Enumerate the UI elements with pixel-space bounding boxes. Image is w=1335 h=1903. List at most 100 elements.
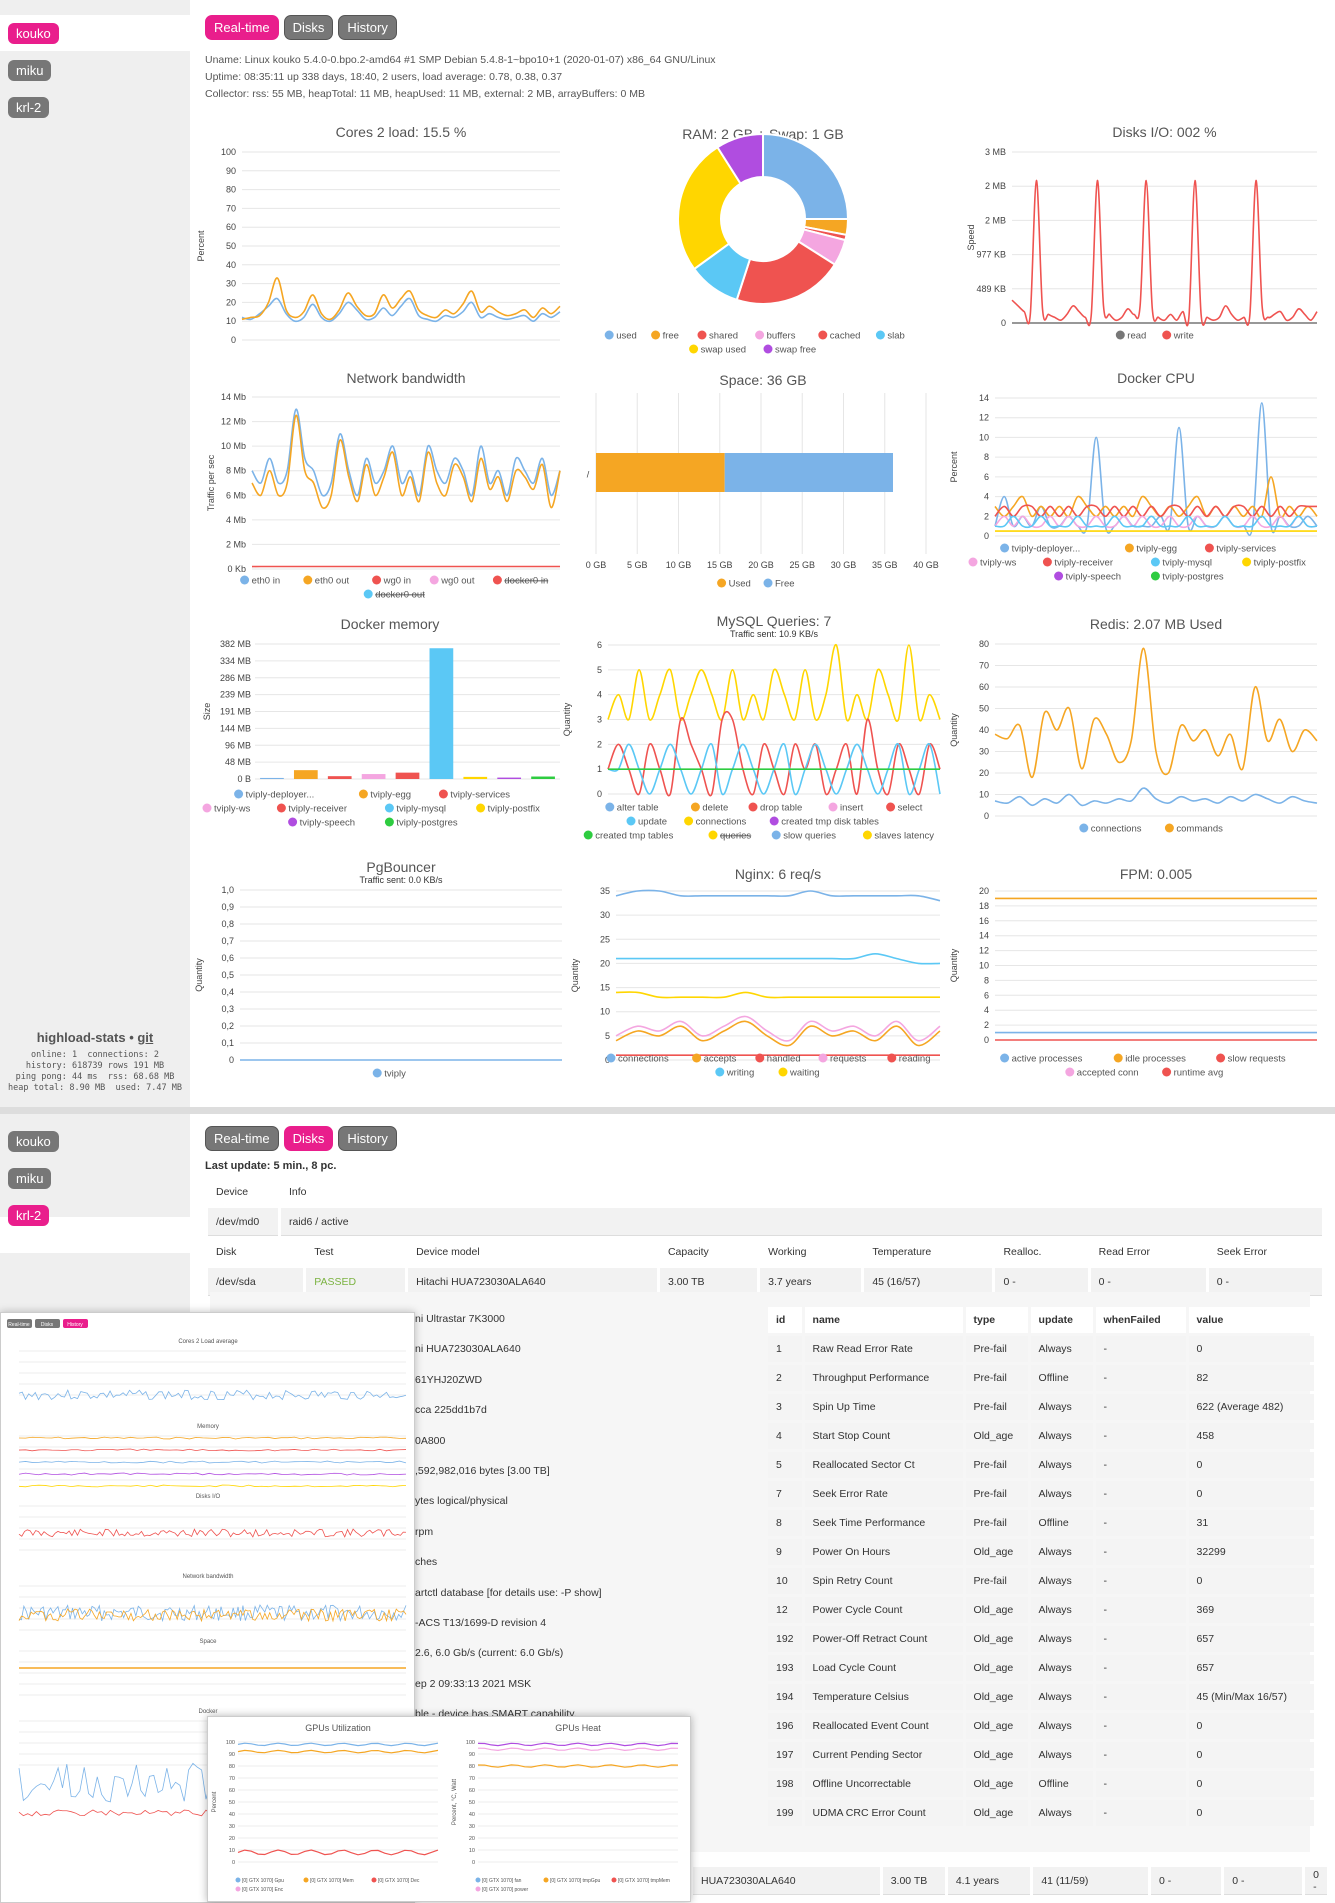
smart-row[interactable]: 192 Power-Off Retract Count Old_age Always -…	[768, 1626, 1314, 1652]
smart-cell-id: 4	[768, 1423, 802, 1449]
smart-cell-type: Old_age	[965, 1597, 1028, 1623]
space-xtick: 15 GB	[707, 560, 733, 570]
space-legend-swatch	[763, 578, 773, 588]
dockermem-legend-swatch	[288, 817, 298, 827]
redis-ytick: 10	[979, 790, 989, 800]
redis-legend-label: commands	[1176, 824, 1223, 835]
smart-cell-value: 0	[1188, 1800, 1314, 1826]
smart-cell-type: Pre-fail	[965, 1394, 1028, 1420]
nginx-legend-label: waiting	[789, 1068, 820, 1079]
ram-legend-swatch	[763, 344, 773, 354]
smart-cell-whenFailed: -	[1095, 1684, 1186, 1710]
cores-series-core0	[241, 297, 561, 323]
host-kouko-2[interactable]: kouko	[8, 1131, 59, 1152]
net-ytick: 12 Mb	[221, 417, 246, 427]
tab-disks[interactable]: Disks	[283, 15, 334, 40]
smart-cell-update: Always	[1030, 1800, 1093, 1826]
dockermem-ytick: 382 MB	[220, 639, 251, 649]
cores-ytick: 40	[226, 260, 236, 270]
tab-realtime[interactable]: Real-time	[205, 15, 279, 40]
gpu-legend-label: [0] GTX 1070] fan	[482, 1878, 522, 1884]
smart-row[interactable]: 2 Throughput Performance Pre-fail Offline -8…	[768, 1365, 1314, 1391]
smart-row[interactable]: 1 Raw Read Error Rate Pre-fail Always -0	[768, 1336, 1314, 1362]
smart-cell-update: Always	[1030, 1713, 1093, 1739]
smart-row[interactable]: 199 UDMA CRC Error Count Old_age Always -0	[768, 1800, 1314, 1826]
smart-row[interactable]: 10 Spin Retry Count Pre-fail Always -0	[768, 1568, 1314, 1594]
host-krl-2-2[interactable]: krl-2	[8, 1205, 50, 1226]
server-stats: online: 1 connections: 2 history: 618739…	[8, 1050, 182, 1093]
raid-header-device: Device	[216, 1186, 249, 1198]
fpm-legend-label: slow requests	[1228, 1054, 1286, 1065]
smart-row[interactable]: 3 Spin Up Time Pre-fail Always -622 (Average…	[768, 1394, 1314, 1420]
chart-network: Network bandwidth 14 Mb 12 Mb 10 Mb 8 Mb 6 Mb…	[200, 370, 570, 606]
disk-row[interactable]: /dev/sda PASSED Hitachi HUA723030ALA640 …	[208, 1268, 1322, 1296]
pgb-ytick: 0,9	[221, 902, 234, 912]
net-legend-swatch	[492, 575, 502, 585]
tab-realtime-2[interactable]: Real-time	[205, 1126, 279, 1151]
disk-table: Disk Test Device model Capacity Working …	[205, 1236, 1325, 1299]
smart-row[interactable]: 5 Reallocated Sector Ct Pre-fail Always -0	[768, 1452, 1314, 1478]
disk-info-fragment: ep 2 09:33:13 2021 MSK	[415, 1677, 532, 1690]
host-kouko[interactable]: kouko	[8, 23, 59, 44]
smart-row[interactable]: 194 Temperature Celsius Old_age Always -45 (…	[768, 1684, 1314, 1710]
host-krl-2[interactable]: krl-2	[8, 97, 50, 118]
smart-row[interactable]: 8 Seek Time Performance Pre-fail Offline -31	[768, 1510, 1314, 1536]
pgb-ylabel: Quantity	[194, 958, 204, 992]
system-info: Uname: Linux kouko 5.4.0-0.bpo.2-amd64 #…	[205, 52, 716, 103]
smart-row[interactable]: 7 Seek Error Rate Pre-fail Always -0	[768, 1481, 1314, 1507]
smart-cell-value: 657	[1188, 1626, 1314, 1652]
smart-row[interactable]: 9 Power On Hours Old_age Always -32299	[768, 1539, 1314, 1565]
tab-disks-2[interactable]: Disks	[283, 1126, 334, 1151]
space-title: Space: 36 GB	[719, 372, 806, 388]
dockermem-ytick: 334 MB	[220, 656, 251, 666]
cores-ytick: 20	[226, 297, 236, 307]
tab-history[interactable]: History	[338, 15, 397, 40]
nginx-legend-swatch	[887, 1053, 897, 1063]
disk2-temperature: 41 (11/59)	[1033, 1867, 1149, 1895]
mysql-legend-swatch	[708, 830, 718, 840]
smart-row[interactable]: 198 Offline Uncorrectable Old_age Offline -0	[768, 1771, 1314, 1797]
nginx-legend-swatch	[715, 1067, 725, 1077]
smart-cell-id: 198	[768, 1771, 802, 1797]
smart-cell-whenFailed: -	[1095, 1394, 1186, 1420]
smart-cell-value: 32299	[1188, 1539, 1314, 1565]
host-miku[interactable]: miku	[8, 60, 52, 81]
cores-title: Cores 2 load: 15.5 %	[336, 124, 467, 140]
disksio-legend-swatch	[1162, 330, 1172, 340]
pgb-ytick: 0,7	[221, 936, 234, 946]
smart-row[interactable]: 197 Current Pending Sector Old_age Always -0	[768, 1742, 1314, 1768]
dockermem-bar	[260, 777, 284, 779]
smart-cell-name: Spin Up Time	[804, 1394, 963, 1420]
smart-cell-update: Offline	[1030, 1510, 1093, 1536]
tab-history-2[interactable]: History	[338, 1126, 397, 1151]
smart-row[interactable]: 196 Reallocated Event Count Old_age Always -…	[768, 1713, 1314, 1739]
net-series-eth0-in	[251, 408, 561, 497]
disksio-ytick: 2 MB	[985, 181, 1006, 191]
cores-ytick: 60	[226, 222, 236, 232]
git-link[interactable]: git	[137, 1030, 154, 1045]
dockermem-ytick: 144 MB	[220, 723, 251, 733]
gpu-title: GPUs Heat	[555, 1723, 601, 1733]
space-xtick: 20 GB	[748, 560, 774, 570]
brand-separator: •	[125, 1030, 138, 1045]
cores-ylabel: Percent	[196, 230, 206, 262]
smart-cell-id: 12	[768, 1597, 802, 1623]
smart-row[interactable]: 12 Power Cycle Count Old_age Always -369	[768, 1597, 1314, 1623]
nginx-series-waiting	[615, 991, 940, 999]
net-legend-swatch	[363, 589, 373, 599]
smart-row[interactable]: 4 Start Stop Count Old_age Always -458	[768, 1423, 1314, 1449]
host-miku-2[interactable]: miku	[8, 1168, 52, 1189]
smart-cell-type: Old_age	[965, 1684, 1028, 1710]
dockercpu-legend-label: tviply-receiver	[1054, 558, 1113, 569]
space-xtick: 30 GB	[831, 560, 857, 570]
smart-row[interactable]: 193 Load Cycle Count Old_age Always -657	[768, 1655, 1314, 1681]
smart-cell-update: Always	[1030, 1684, 1093, 1710]
smart-cell-update: Always	[1030, 1481, 1093, 1507]
disk-header-temperature: Temperature	[872, 1246, 932, 1258]
net-legend-label: wg0 in	[383, 576, 411, 587]
dockermem-legend-label: tviply-egg	[370, 790, 411, 801]
dockercpu-ytick: 0	[984, 531, 989, 541]
dockercpu-legend-label: tviply-speech	[1066, 572, 1121, 583]
mysql-legend-swatch	[690, 802, 700, 812]
cores-ytick: 100	[221, 147, 236, 157]
